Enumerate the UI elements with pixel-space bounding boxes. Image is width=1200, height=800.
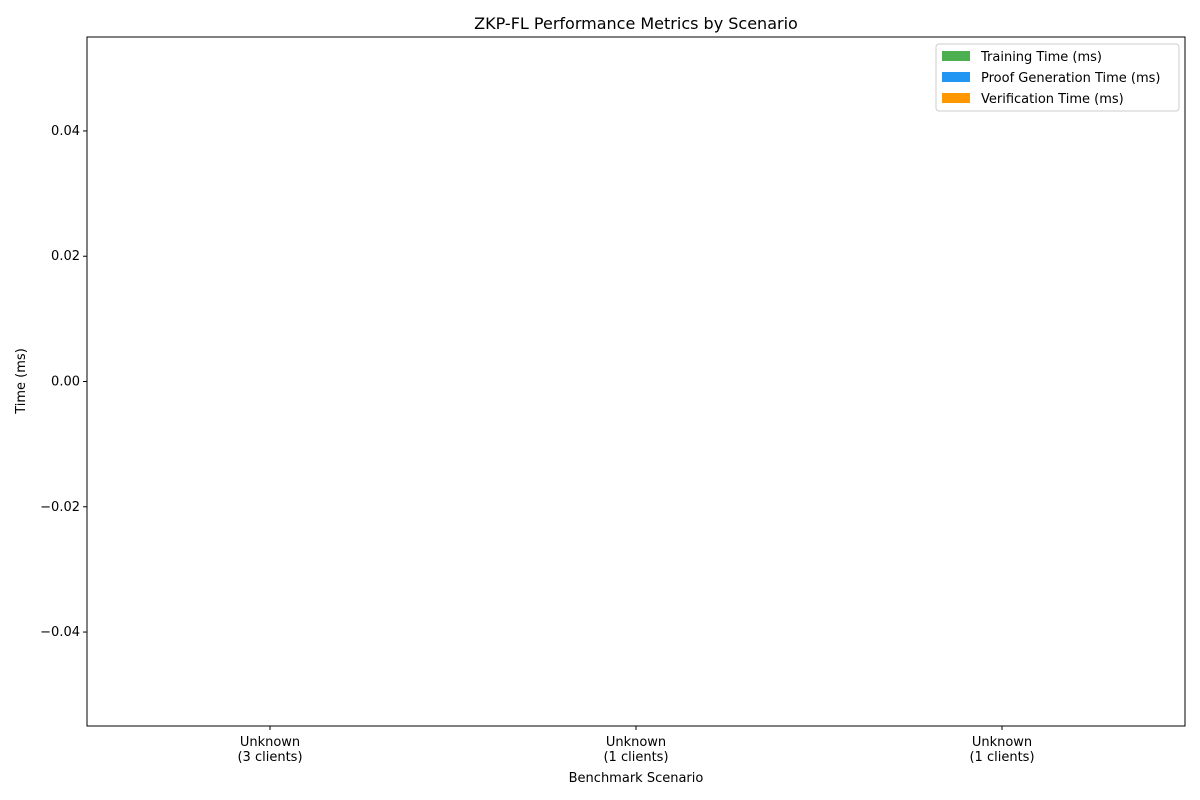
- legend: Training Time (ms) Proof Generation Time …: [935, 43, 1180, 112]
- legend-swatch: [942, 93, 970, 103]
- y-axis: −0.04 −0.02 0.00 0.02 0.04: [40, 124, 87, 640]
- y-tick-label: −0.04: [40, 625, 80, 640]
- x-axis: Unknown (3 clients)Unknown (1 clients)Unkn…: [237, 726, 1035, 765]
- x-tick-label: Unknown (1 clients): [969, 735, 1034, 765]
- x-tick-label: Unknown (3 clients): [237, 735, 302, 765]
- legend-swatch: [942, 51, 970, 61]
- x-tick-label: Unknown (1 clients): [603, 735, 668, 765]
- y-tick-label: 0.04: [51, 124, 80, 139]
- x-tick-label-line: Unknown: [972, 735, 1032, 750]
- y-tick-label: 0.02: [51, 249, 80, 264]
- legend-box: [935, 43, 1180, 112]
- x-axis-label: Benchmark Scenario: [569, 771, 704, 786]
- x-tick-label-line: (3 clients): [237, 750, 302, 765]
- y-tick-label: −0.02: [40, 500, 80, 515]
- x-tick-label-line: (1 clients): [969, 750, 1034, 765]
- chart-title: ZKP-FL Performance Metrics by Scenario: [474, 14, 798, 33]
- plot-frame: [86, 36, 1186, 727]
- legend-swatch: [942, 72, 970, 82]
- legend-label: Training Time (ms): [980, 50, 1102, 65]
- x-tick-label-line: Unknown: [606, 735, 666, 750]
- x-tick-label-line: Unknown: [240, 735, 300, 750]
- legend-label: Verification Time (ms): [981, 92, 1124, 107]
- x-tick-label-line: (1 clients): [603, 750, 668, 765]
- legend-label: Proof Generation Time (ms): [981, 71, 1160, 86]
- y-tick-label: 0.00: [51, 375, 80, 390]
- y-axis-label: Time (ms): [14, 348, 29, 415]
